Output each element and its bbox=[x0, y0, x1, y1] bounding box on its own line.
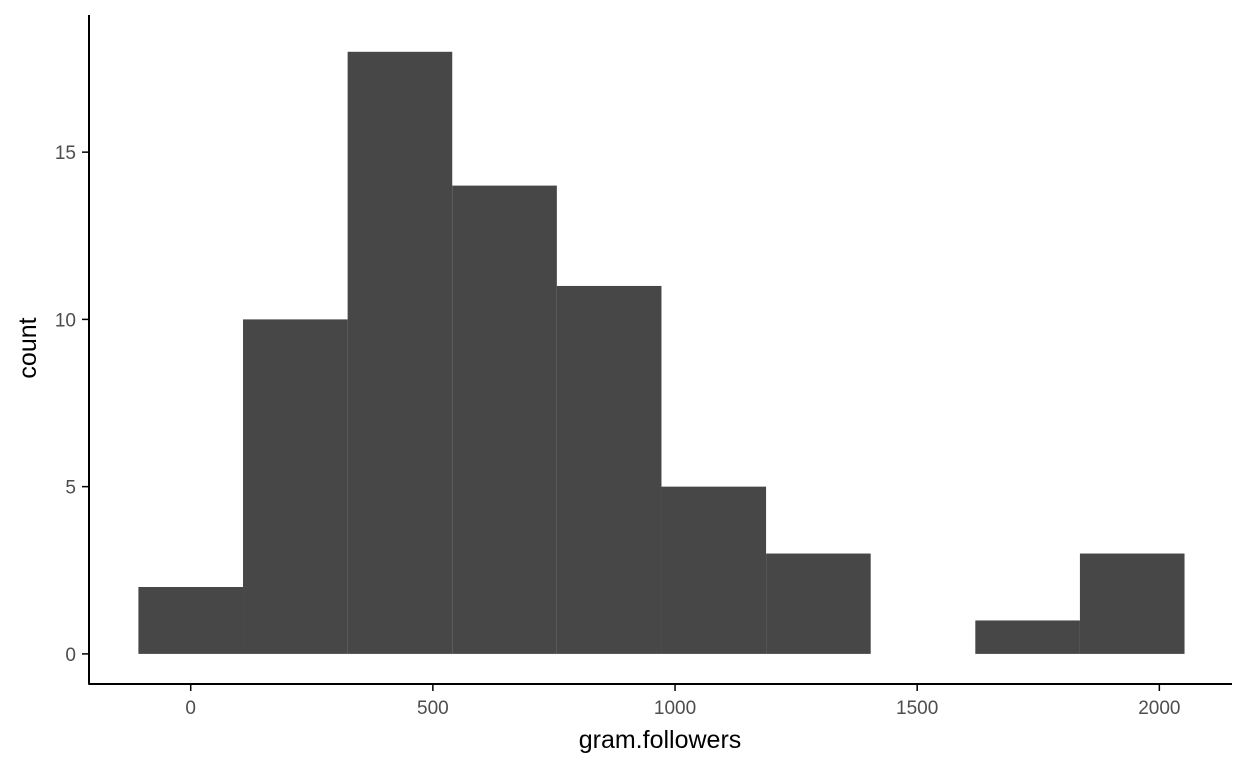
histogram-bar-0 bbox=[138, 586, 244, 654]
histogram-bar-4 bbox=[556, 285, 662, 654]
y-tick-label: 0 bbox=[65, 645, 76, 666]
ticks-layer: 0 500 1000 1500 2000 0 5 10 15 bbox=[55, 143, 1181, 719]
histogram-bar-3 bbox=[452, 185, 557, 654]
y-tick-label: 5 bbox=[65, 478, 76, 499]
x-tick-label: 1500 bbox=[896, 698, 938, 719]
x-tick-label: 500 bbox=[417, 698, 449, 719]
x-tick-label: 1000 bbox=[654, 698, 696, 719]
histogram-bar-9 bbox=[1079, 553, 1185, 654]
x-axis-title: gram.followers bbox=[579, 726, 742, 754]
histogram-bar-1 bbox=[243, 319, 348, 654]
histogram-bar-2 bbox=[347, 51, 453, 654]
axes-layer bbox=[88, 15, 1232, 685]
histogram-bar-6 bbox=[766, 553, 871, 654]
histogram-bar-8 bbox=[975, 620, 1080, 654]
y-tick-label: 15 bbox=[55, 143, 76, 164]
x-tick-label: 0 bbox=[185, 698, 196, 719]
x-tick-label: 2000 bbox=[1138, 698, 1180, 719]
y-tick-label: 10 bbox=[55, 310, 76, 331]
histogram-bar-5 bbox=[661, 486, 767, 654]
bars-layer bbox=[138, 51, 1185, 654]
y-axis-title: count bbox=[14, 317, 42, 378]
